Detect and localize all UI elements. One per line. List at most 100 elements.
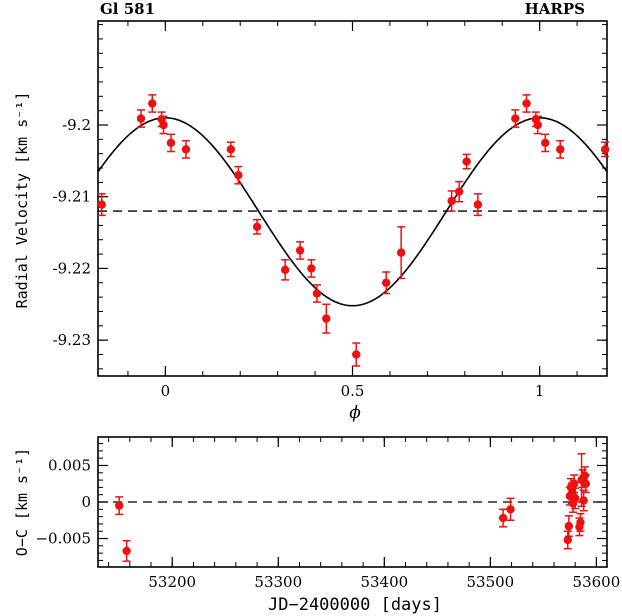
phase-xtick-label: 0.5 [341,382,365,400]
residual-data-point [563,530,572,550]
residual-point-marker [579,496,588,505]
phase-data-point [556,140,565,159]
phase-point-marker [473,200,483,209]
residual-data-point [579,489,588,512]
residual-data-point [581,474,590,494]
residual-data-point [115,496,124,516]
residual-xtick-label: 53400 [360,573,408,591]
residual-xtick-label: 53600 [573,573,621,591]
phase-data-point [322,303,331,334]
phase-data-point [511,109,520,128]
phase-point-marker [600,145,610,154]
residual-data-point [576,512,585,532]
residual-ytick-label: 0 [81,493,91,511]
residual-point-marker [570,494,580,503]
phase-point-marker [97,200,106,209]
phase-model-curve [97,117,608,307]
residual-point-marker [576,518,585,527]
phase-data-point [181,140,191,159]
phase-point-marker [352,350,361,359]
phase-point-marker [226,145,236,154]
phase-data-point [136,109,146,128]
phase-ytick-label: -9.21 [53,188,91,206]
phase-point-marker [556,145,565,154]
phase-data-point [166,133,176,153]
phase-data-point [234,165,243,185]
phase-point-marker [454,187,464,196]
residual-data-point [564,515,574,538]
residual-point-marker [115,501,124,510]
phase-data-point [533,115,542,135]
phase-point-marker [159,120,168,130]
phase-point-marker [166,138,176,148]
phase-data-point [159,115,168,135]
phase-data-point [522,94,531,113]
residual-data-point [569,474,579,494]
phase-point-marker [522,99,531,108]
residual-data-point [122,539,131,562]
top-xlabel: ϕ [349,403,361,423]
residual-point-marker [498,513,508,523]
phase-data-point [148,94,157,113]
phase-folded-panel: 0 0.5 1 -9.2 -9.21 -9.22 -9.23 [53,20,610,400]
residual-ytick-label: −0.005 [35,530,91,548]
top-ylabel: Radial Velocity [km s⁻¹] [13,92,31,309]
phase-data-point [307,259,316,278]
residual-point-marker [563,535,572,545]
header-right-label: HARPS [525,0,585,18]
phase-point-marker [136,114,146,123]
bottom-xlabel: JD−2400000 [days] [268,595,442,615]
residual-ytick-label: 0.005 [48,456,91,474]
residual-xtick-label: 53500 [466,573,514,591]
phase-frame [97,20,608,377]
phase-xtick-label: 1 [535,382,545,400]
phase-point-marker [252,222,262,232]
phase-point-marker [295,246,305,255]
phase-point-marker [322,314,331,323]
phase-data-point [352,342,361,367]
phase-point-marker [462,157,471,166]
residual-xtick-label: 53300 [254,573,302,591]
phase-data-point [454,180,464,203]
phase-data-point [541,133,550,153]
residuals-panel: 53200 53300 53400 53500 53600 0.005 0 −0.005 [35,436,621,591]
residual-data-point [506,497,515,522]
residual-xtick-label: 53200 [148,573,196,591]
header-left-label: Gl 581 [100,0,155,18]
phase-point-marker [533,120,542,130]
phase-point-marker [396,248,406,257]
bottom-ylabel: O−C [km s⁻¹] [13,448,31,556]
phase-point-marker [307,264,316,273]
phase-data-point [447,190,456,212]
phase-point-marker [511,114,520,123]
residual-point-marker [564,521,574,531]
phase-ytick-label: -9.22 [53,259,91,277]
phase-data-point [280,259,290,281]
phase-data-point [396,226,406,280]
phase-point-marker [447,196,456,206]
phase-xtick-label: 0 [161,382,171,400]
residual-point-marker [569,479,579,488]
phase-data-point [600,141,610,158]
phase-point-marker [234,170,243,180]
phase-point-marker [312,289,322,298]
phase-data-point [226,141,236,158]
residual-data-point [498,508,508,528]
phase-data-point [252,218,262,235]
phase-point-marker [280,265,290,275]
phase-point-marker [181,145,191,154]
phase-data-point [381,271,391,295]
residual-point-marker [506,505,515,514]
residual-point-marker [581,479,590,488]
phase-point-marker [541,138,550,148]
phase-ytick-label: -9.2 [62,116,91,134]
phase-data-point [295,241,305,260]
phase-data-point [97,193,106,217]
residual-point-marker [122,546,131,556]
residual-data-point [570,487,580,510]
phase-point-marker [381,278,391,287]
phase-point-marker [148,99,157,108]
phase-data-point [473,193,483,217]
phase-data-point [312,284,322,303]
